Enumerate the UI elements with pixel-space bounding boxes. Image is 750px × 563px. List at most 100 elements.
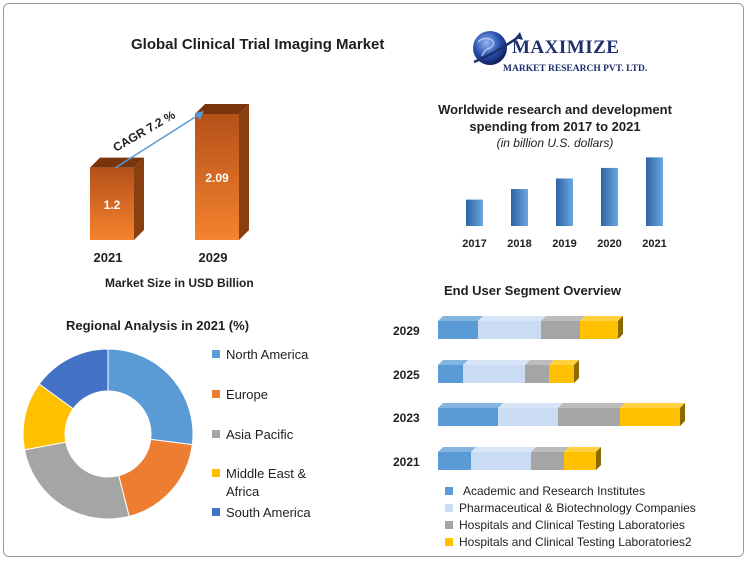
legend-swatch-icon	[212, 469, 220, 477]
rnd-title-line2: spending from 2017 to 2021	[469, 119, 641, 134]
segment-bar-top	[564, 447, 601, 452]
segment-bar	[549, 365, 574, 383]
market-bar-value: 2.09	[205, 171, 229, 185]
segment-bar-top	[463, 360, 530, 365]
segment-bar-side	[596, 447, 601, 470]
segment-legend-item: Hospitals and Clinical Testing Laborator…	[445, 535, 692, 549]
rnd-bar	[511, 189, 528, 226]
segment-bar-top	[438, 360, 468, 365]
regional-legend-item: North America	[212, 346, 322, 364]
regional-legend-item: Asia Pacific	[212, 426, 322, 444]
rnd-year-label: 2019	[552, 238, 576, 250]
segment-legend-item: Hospitals and Clinical Testing Laborator…	[445, 518, 685, 532]
market-category-label: 2021	[94, 250, 123, 265]
market-bar-side	[134, 157, 144, 240]
donut-slice	[107, 348, 194, 446]
market-size-chart: 1.2 2021 2.09 2029 CAGR 7.2 %	[90, 104, 249, 265]
market-bar-side	[239, 104, 249, 240]
regional-legend-item: Middle East & Africa	[212, 465, 322, 501]
segment-bar-top	[549, 360, 579, 365]
segment-bar	[438, 408, 498, 426]
regional-legend-item: South America	[212, 504, 322, 522]
segment-legend-label: Academic and Research Institutes	[463, 484, 646, 498]
segment-bar-side	[618, 316, 623, 339]
segment-bar-top	[438, 403, 503, 408]
segment-year-label: 2023	[393, 411, 420, 425]
market-title: Global Clinical Trial Imaging Market	[131, 36, 385, 53]
segment-legend-item: Academic and Research Institutes	[445, 484, 645, 498]
globe-logo-icon	[473, 31, 523, 65]
market-bar	[90, 167, 134, 240]
segment-bar	[580, 321, 618, 339]
regional-legend-item: Europe	[212, 386, 322, 404]
segment-year-label: 2029	[393, 324, 420, 338]
legend-swatch-icon	[212, 390, 220, 398]
segment-bar	[471, 452, 531, 470]
legend-swatch-icon	[445, 521, 453, 529]
segment-bar-side	[680, 403, 685, 426]
legend-swatch-icon	[212, 430, 220, 438]
rnd-bar	[646, 157, 663, 226]
segment-bar-top	[525, 360, 554, 365]
rnd-year-label: 2017	[462, 238, 486, 250]
rnd-title: Worldwide research and development spend…	[418, 101, 692, 152]
legend-swatch-icon	[445, 504, 453, 512]
segment-bar-side	[574, 360, 579, 383]
rnd-year-label: 2018	[507, 238, 531, 250]
logo-subtitle: MARKET RESEARCH PVT. LTD.	[503, 64, 648, 74]
segment-bar-top	[558, 403, 625, 408]
rnd-bar	[466, 199, 483, 226]
infographic-frame	[3, 3, 744, 557]
regional-legend-label: Europe	[226, 387, 268, 402]
segment-bar-top	[620, 403, 685, 408]
segment-bar	[525, 365, 549, 383]
market-bar-top	[195, 104, 249, 114]
segment-legend-label: Pharmaceutical & Biotechnology Companies	[459, 501, 696, 515]
segment-bar-top	[498, 403, 563, 408]
segment-legend-label: Hospitals and Clinical Testing Laborator…	[459, 518, 685, 532]
segment-bar-top	[438, 447, 476, 452]
rnd-bar	[556, 178, 573, 226]
donut-slice	[23, 441, 130, 520]
segment-bar	[541, 321, 580, 339]
regional-donut-chart	[22, 348, 194, 520]
segment-bar	[498, 408, 558, 426]
donut-slice	[38, 348, 109, 410]
segment-bar-top	[541, 316, 585, 321]
market-size-label: Market Size in USD Billion	[105, 276, 254, 290]
segment-bar	[463, 365, 525, 383]
segment-bar	[438, 452, 471, 470]
segment-year-label: 2025	[393, 368, 420, 382]
market-bar	[195, 114, 239, 240]
segment-year-label: 2021	[393, 455, 420, 469]
rnd-spending-chart: 2017 2018 2019 2020 2021	[462, 157, 667, 250]
legend-swatch-icon	[445, 487, 453, 495]
rnd-title-line3: (in billion U.S. dollars)	[496, 136, 614, 150]
segment-bar	[438, 321, 478, 339]
segment-title: End User Segment Overview	[444, 283, 622, 298]
segment-legend-label: Hospitals and Clinical Testing Laborator…	[459, 535, 692, 549]
segment-bar-top	[531, 447, 569, 452]
market-bar-value: 1.2	[104, 198, 121, 212]
segment-bar	[531, 452, 564, 470]
legend-swatch-icon	[212, 508, 220, 516]
segment-bar	[620, 408, 680, 426]
regional-legend-label: Asia Pacific	[226, 427, 294, 442]
legend-swatch-icon	[212, 350, 220, 358]
market-category-label: 2029	[199, 250, 228, 265]
rnd-bar	[601, 167, 618, 226]
cagr-annotation: CAGR 7.2 %	[111, 108, 178, 155]
rnd-year-label: 2020	[597, 238, 621, 250]
cagr-arrow-head-icon	[195, 111, 204, 120]
segment-bar-top	[580, 316, 623, 321]
segment-bar	[558, 408, 620, 426]
segment-bar-top	[478, 316, 546, 321]
regional-legend-label: North America	[226, 347, 309, 362]
market-bar-top	[90, 157, 144, 168]
regional-legend-label: South America	[226, 505, 311, 520]
regional-legend-label: Middle East & Africa	[226, 466, 307, 499]
rnd-year-label: 2021	[642, 238, 666, 250]
segment-bar-top	[471, 447, 536, 452]
rnd-title-line1: Worldwide research and development	[438, 102, 672, 117]
segment-bar	[478, 321, 541, 339]
